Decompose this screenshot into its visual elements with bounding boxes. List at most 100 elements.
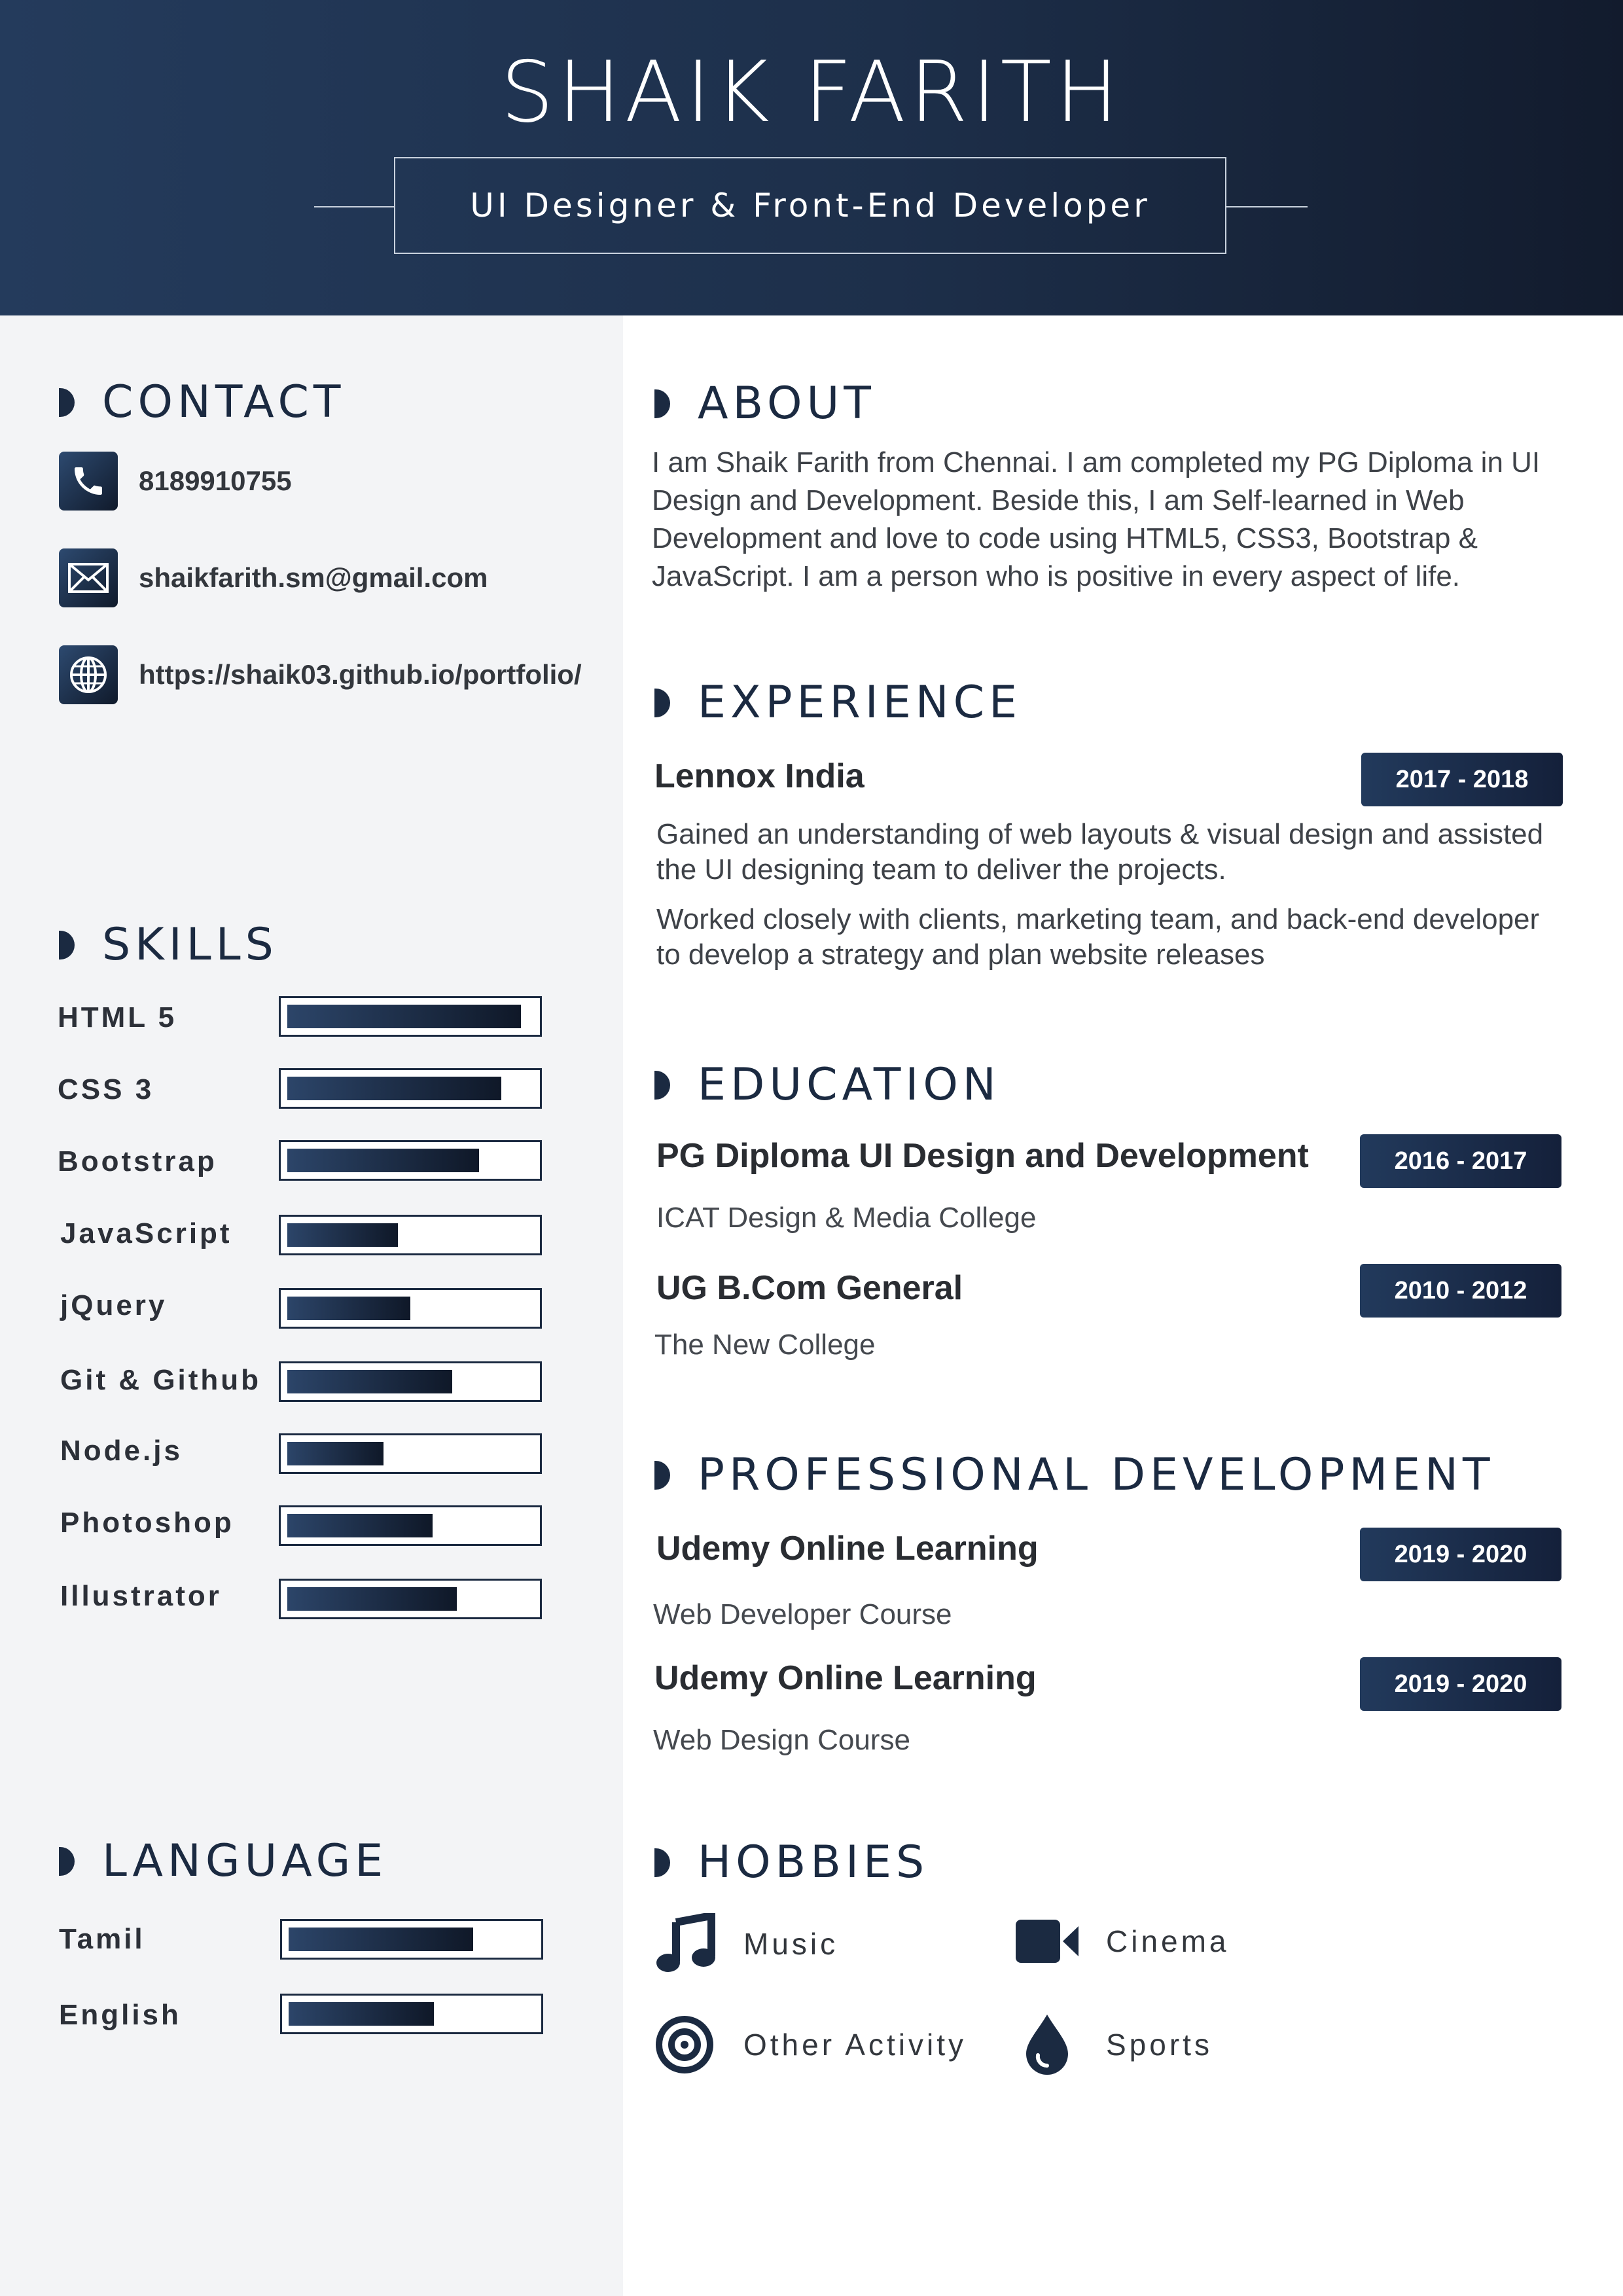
skill-label: Git & Github [60,1364,262,1396]
half-circle-icon [59,931,75,960]
skill-fill [287,1587,457,1611]
hobby-sports: Sports [1014,2012,1213,2077]
hobby-other-activity: Other Activity [652,2012,967,2077]
skill-bar [279,1505,542,1546]
skill-fill [287,1005,521,1028]
about-line: Development and love to code using HTML5… [652,522,1478,554]
half-circle-icon [654,1071,670,1100]
experience-company: Lennox India [654,757,865,795]
hobby-label: Music [743,1927,839,1961]
experience-description-1: Gained an understanding of web layouts &… [656,817,1543,888]
half-circle-icon [59,388,75,417]
skills-heading-text: SKILLS [102,919,278,971]
contact-website: https://shaik03.github.io/portfolio/ [59,645,582,704]
about-line: Design and Development. Beside this, I a… [652,484,1465,516]
hobby-label: Other Activity [743,2028,967,2062]
job-title: UI Designer & Front-End Developer [470,187,1150,224]
language-fill [289,2002,434,2026]
education-period-badge: 2010 - 2012 [1360,1264,1561,1318]
about-heading: ABOUT [654,378,876,430]
about-text: I am Shaik Farith from Chennai. I am com… [652,444,1540,596]
half-circle-icon [654,1461,670,1490]
professional-heading-text: PROFESSIONAL DEVELOPMENT [698,1449,1495,1501]
target-icon [652,2012,717,2077]
hobby-label: Sports [1106,2028,1213,2062]
language-label: Tamil [59,1923,145,1955]
education-school: ICAT Design & Media College [656,1202,1037,1234]
language-bar [280,1919,543,1960]
skill-bar [279,1579,542,1619]
language-heading-text: LANGUAGE [102,1835,388,1887]
skill-fill [287,1442,383,1465]
skill-label: CSS 3 [58,1073,154,1105]
skill-bar [279,1068,542,1109]
experience-period-badge: 2017 - 2018 [1361,753,1563,806]
email-link[interactable]: shaikfarith.sm@gmail.com [139,562,488,593]
skill-label: JavaScript [60,1217,232,1249]
person-name: SHAIK FARITH [501,44,1122,141]
hobby-label: Cinema [1106,1924,1230,1958]
contact-heading: CONTACT [59,376,345,429]
skill-bar [279,1361,542,1402]
skill-bar [279,1140,542,1181]
language-heading: LANGUAGE [59,1835,387,1888]
skill-bar [279,1433,542,1474]
skill-label: Photoshop [60,1507,234,1539]
skill-fill [287,1149,479,1172]
experience-heading: EXPERIENCE [654,677,1022,729]
half-circle-icon [654,689,670,717]
course-period-badge: 2019 - 2020 [1360,1528,1561,1581]
education-title: UG B.Com General [656,1269,963,1307]
skill-fill [287,1223,398,1247]
hobby-music: Music [652,1911,838,1977]
about-heading-text: ABOUT [698,378,876,429]
contact-phone: 8189910755 [59,452,292,511]
skill-fill [287,1077,501,1100]
professional-development-heading: PROFESSIONAL DEVELOPMENT [654,1449,1494,1501]
experience-description-2: Worked closely with clients, marketing t… [656,902,1539,973]
job-title-box: UI Designer & Front-End Developer [394,157,1226,254]
education-heading: EDUCATION [654,1059,1001,1111]
water-drop-icon [1014,2012,1080,2077]
half-circle-icon [654,1848,670,1877]
hobbies-heading: HOBBIES [654,1837,929,1889]
language-bar [280,1994,543,2034]
skill-bar [279,996,542,1037]
contact-heading-text: CONTACT [102,376,346,428]
experience-line: to develop a strategy and plan website r… [656,939,1265,971]
half-circle-icon [654,389,670,418]
experience-line: Worked closely with clients, marketing t… [656,903,1540,935]
phone-number[interactable]: 8189910755 [139,465,292,496]
course-provider: Udemy Online Learning [656,1530,1039,1568]
skill-label: Illustrator [60,1580,222,1612]
education-period-badge: 2016 - 2017 [1360,1134,1561,1188]
phone-icon [59,452,118,511]
skill-bar [279,1215,542,1255]
header-banner: SHAIK FARITH UI Designer & Front-End Dev… [0,0,1623,315]
envelope-icon [59,548,118,607]
skill-fill [287,1297,410,1320]
course-period-badge: 2019 - 2020 [1360,1657,1561,1711]
website-link[interactable]: https://shaik03.github.io/portfolio/ [139,659,582,690]
skill-fill [287,1514,433,1537]
about-line: JavaScript. I am a person who is positiv… [652,560,1461,592]
title-divider-left [314,206,394,207]
skill-label: jQuery [60,1289,168,1321]
title-divider-right [1226,206,1308,207]
hobby-cinema: Cinema [1014,1909,1230,1974]
course-name: Web Developer Course [653,1598,952,1630]
contact-email: shaikfarith.sm@gmail.com [59,548,488,607]
about-line: I am Shaik Farith from Chennai. I am com… [652,446,1541,478]
skills-heading: SKILLS [59,919,278,971]
half-circle-icon [59,1847,75,1876]
skill-bar [279,1288,542,1329]
skill-fill [287,1370,452,1393]
skill-label: Bootstrap [58,1145,217,1177]
globe-icon [59,645,118,704]
education-title: PG Diploma UI Design and Development [656,1137,1309,1175]
education-heading-text: EDUCATION [698,1059,1001,1111]
music-note-icon [652,1911,717,1977]
video-camera-icon [1014,1909,1080,1974]
course-name: Web Design Course [653,1724,910,1756]
experience-line: Gained an understanding of web layouts &… [656,818,1544,850]
